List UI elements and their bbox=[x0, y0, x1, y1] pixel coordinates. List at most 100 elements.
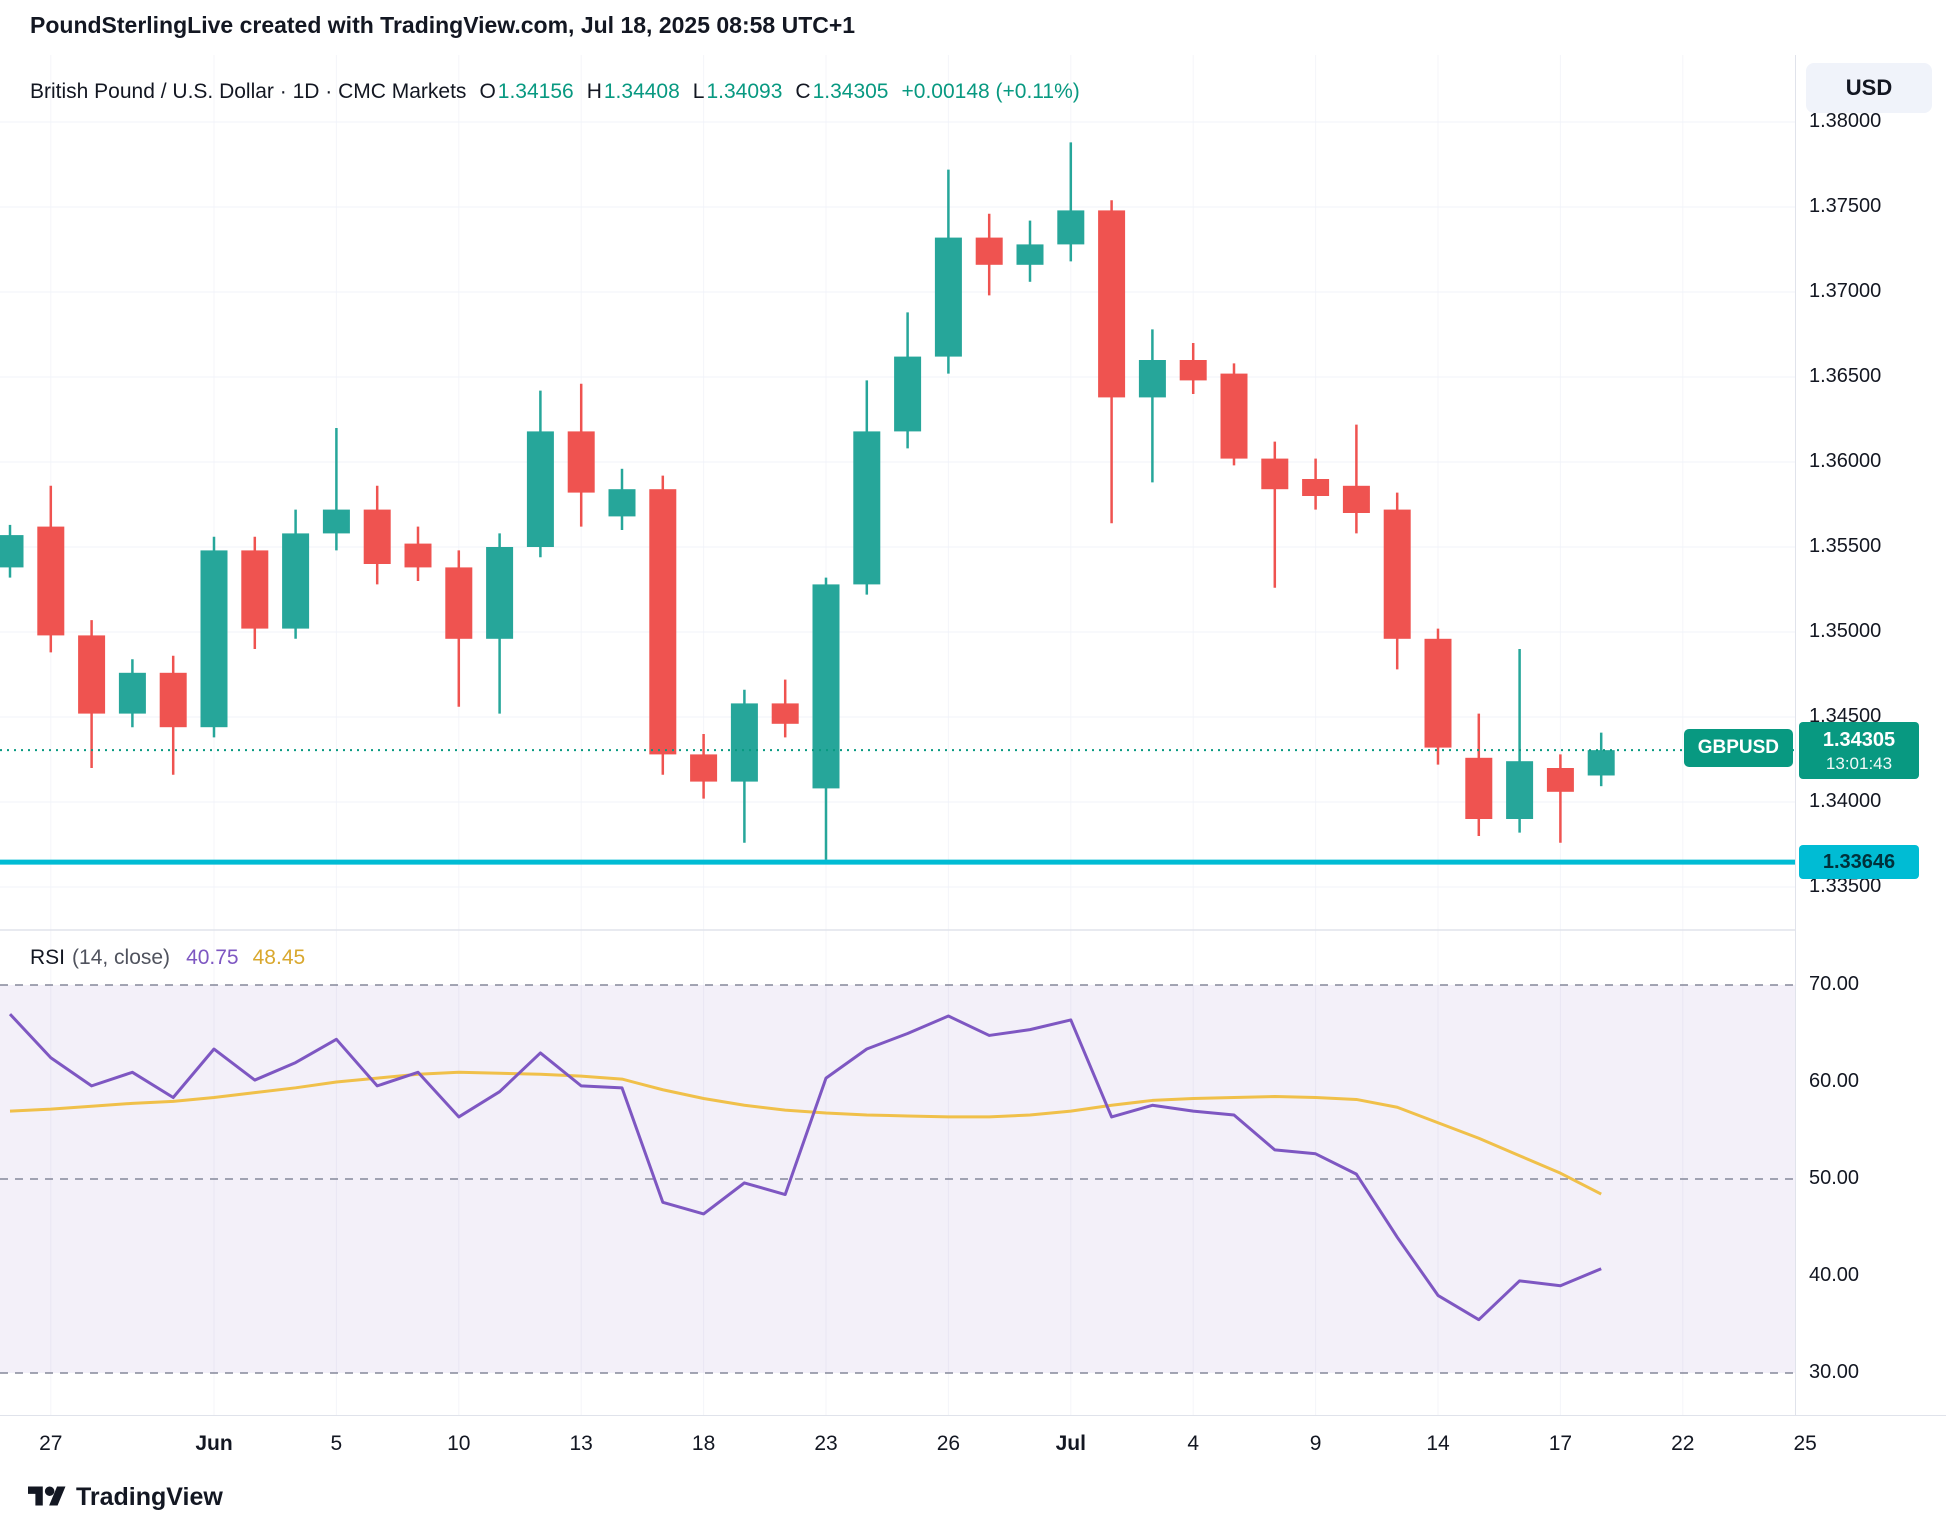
currency-button[interactable]: USD bbox=[1806, 63, 1932, 113]
time-tick-label: 22 bbox=[1671, 1432, 1695, 1455]
tradingview-logo-text[interactable]: TradingView bbox=[76, 1482, 223, 1511]
candle-body bbox=[200, 550, 228, 728]
rsi-tick-label: 30.00 bbox=[1809, 1361, 1860, 1383]
last-price-badge: 1.34305 13:01:43 bbox=[1799, 722, 1919, 780]
low-value: 1.34093 bbox=[706, 80, 783, 103]
candle-body bbox=[159, 672, 187, 728]
candle-body bbox=[1546, 768, 1574, 792]
time-tick-label: Jul bbox=[1055, 1432, 1086, 1455]
candle-body bbox=[1098, 210, 1126, 398]
candle-body bbox=[1383, 509, 1411, 639]
candle-body bbox=[37, 526, 65, 636]
rsi-band bbox=[0, 985, 1795, 1373]
support-line-price-badge: 1.33646 bbox=[1799, 845, 1919, 880]
candle-body bbox=[282, 533, 310, 629]
last-price-value: 1.34305 bbox=[1822, 729, 1896, 752]
price-tick-label: 1.38000 bbox=[1809, 110, 1882, 132]
time-tick-label: 27 bbox=[39, 1432, 63, 1455]
open-label: O bbox=[479, 80, 496, 103]
candle-body bbox=[322, 509, 350, 534]
rsi-ma-line bbox=[9, 1070, 1602, 1196]
rsi-params: (14, close) bbox=[72, 946, 171, 969]
candle-body bbox=[404, 543, 432, 568]
candle-body bbox=[1506, 761, 1534, 819]
time-tick-label: 9 bbox=[1309, 1432, 1322, 1455]
price-tick-label: 1.37500 bbox=[1809, 195, 1882, 217]
price-tick-label: 1.35500 bbox=[1809, 535, 1882, 557]
candle-body bbox=[1138, 360, 1166, 398]
price-tick-label: 1.37000 bbox=[1809, 280, 1882, 302]
bar-close-countdown: 13:01:43 bbox=[1825, 754, 1893, 774]
rsi-legend: RSI (14, close) 40.75 48.45 bbox=[30, 946, 305, 970]
close-label: C bbox=[795, 80, 811, 103]
time-tick-label: 17 bbox=[1548, 1432, 1573, 1455]
price-tick-label: 1.36000 bbox=[1809, 450, 1882, 472]
price-tick-label: 1.33500 bbox=[1809, 875, 1882, 897]
open-value: 1.34156 bbox=[497, 80, 574, 103]
tradingview-logo-icon[interactable] bbox=[28, 1482, 66, 1512]
rsi-indicator-label[interactable]: RSI bbox=[30, 946, 66, 969]
time-tick-label: 10 bbox=[447, 1432, 471, 1455]
page-title: PoundSterlingLive created with TradingVi… bbox=[30, 12, 856, 38]
time-tick-label: 14 bbox=[1426, 1432, 1450, 1455]
candle-body bbox=[853, 431, 881, 585]
candle-body bbox=[241, 550, 269, 629]
candle-body bbox=[934, 237, 962, 357]
candle-body bbox=[1424, 638, 1452, 748]
candle-body bbox=[608, 489, 636, 517]
candle-body bbox=[1342, 485, 1370, 513]
candle-body bbox=[526, 431, 554, 547]
candle-body bbox=[1016, 244, 1044, 265]
price-tick-label: 1.34000 bbox=[1809, 790, 1882, 812]
time-tick-label: 5 bbox=[330, 1432, 343, 1455]
time-tick-label: 18 bbox=[691, 1432, 716, 1455]
rsi-tick-label: 60.00 bbox=[1809, 1070, 1860, 1092]
rsi-tick-label: 70.00 bbox=[1809, 973, 1860, 995]
time-tick-label: 26 bbox=[936, 1432, 961, 1455]
rsi-ma-value: 48.45 bbox=[252, 946, 306, 969]
candle-body bbox=[730, 703, 758, 782]
symbol-legend: British Pound / U.S. Dollar · 1D · CMC M… bbox=[30, 80, 1080, 104]
candle-body bbox=[1261, 458, 1289, 490]
candle-body bbox=[118, 672, 146, 714]
candle-body bbox=[649, 489, 677, 755]
candle-body bbox=[1302, 479, 1330, 496]
time-tick-label: 13 bbox=[569, 1432, 593, 1455]
candle-body bbox=[363, 509, 391, 564]
rsi-tick-label: 40.00 bbox=[1809, 1264, 1860, 1286]
candle-body bbox=[690, 754, 718, 782]
low-label: L bbox=[692, 80, 705, 103]
close-value: 1.34305 bbox=[812, 80, 889, 103]
high-value: 1.34408 bbox=[603, 80, 680, 103]
candle-body bbox=[1587, 750, 1615, 776]
candle-body bbox=[1465, 757, 1493, 819]
candle-body bbox=[567, 431, 595, 493]
candle-body bbox=[771, 703, 799, 724]
candle-body bbox=[0, 535, 24, 568]
time-tick-label: 4 bbox=[1187, 1432, 1200, 1455]
candle-body bbox=[78, 635, 106, 714]
rsi-line bbox=[8, 1013, 1602, 1322]
time-tick-label: Jun bbox=[195, 1432, 233, 1455]
price-tick-label: 1.36500 bbox=[1809, 365, 1882, 387]
time-axis[interactable]: 27 Jun 5 10 13 18 23 26 Jul 4 9 14 17 22 25 bbox=[0, 1415, 1946, 1488]
candle-body bbox=[812, 584, 840, 789]
change-value: +0.00148 (+0.11%) bbox=[901, 80, 1080, 103]
price-axis[interactable]: USD 1.38000 1.37500 1.37000 1.36500 1.36000 1… bbox=[1795, 55, 1946, 1415]
candle-body bbox=[1057, 210, 1085, 245]
candle-body bbox=[486, 547, 514, 639]
price-tick-label: 1.35000 bbox=[1809, 620, 1882, 642]
rsi-value: 40.75 bbox=[186, 946, 239, 969]
candle-body bbox=[1220, 373, 1248, 459]
symbol-price-flag: GBPUSD bbox=[1683, 729, 1793, 768]
candle-body bbox=[1179, 360, 1207, 381]
symbol-title[interactable]: British Pound / U.S. Dollar · 1D · CMC M… bbox=[30, 80, 467, 103]
candle-body bbox=[445, 567, 473, 639]
time-tick-label: 25 bbox=[1793, 1432, 1817, 1455]
rsi-tick-label: 50.00 bbox=[1809, 1167, 1860, 1189]
high-label: H bbox=[586, 80, 602, 103]
price-tick-label: 1.34500 bbox=[1809, 705, 1882, 727]
candle-body bbox=[894, 356, 922, 432]
